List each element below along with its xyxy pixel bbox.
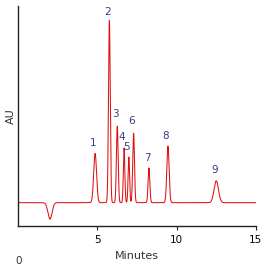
Y-axis label: AU: AU [6,108,16,124]
Text: 1: 1 [90,138,96,148]
Text: 4: 4 [119,132,125,143]
Text: 0: 0 [15,256,22,266]
X-axis label: Minutes: Minutes [115,251,159,261]
Text: 3: 3 [112,109,119,119]
Text: 6: 6 [129,116,135,126]
Text: 9: 9 [211,165,218,175]
Text: 5: 5 [124,141,130,151]
Text: 2: 2 [104,6,111,16]
Text: 7: 7 [144,153,150,163]
Text: 8: 8 [163,131,169,141]
